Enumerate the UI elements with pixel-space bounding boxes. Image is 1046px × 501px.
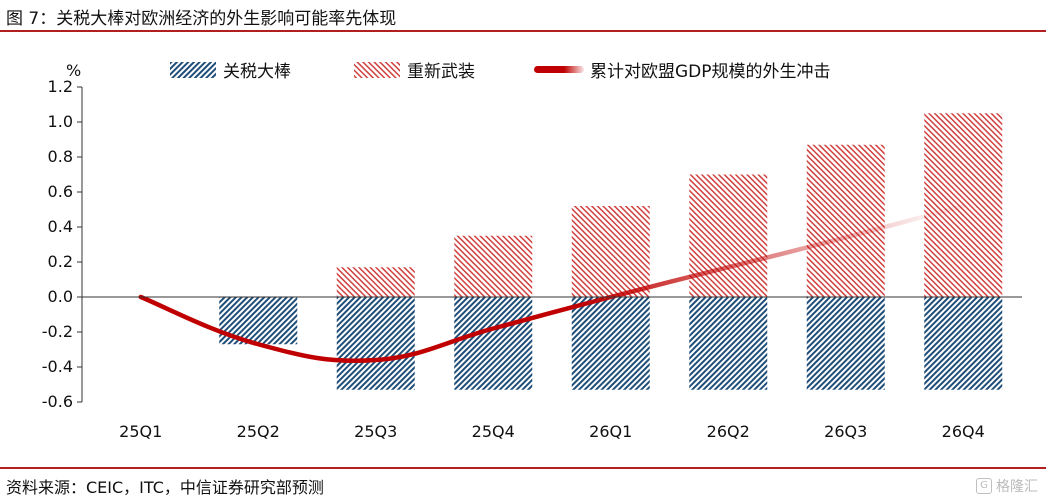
bar-rearm-25Q4	[454, 235, 533, 297]
footer-rule	[0, 467, 1046, 469]
bar-tariff-25Q4	[454, 297, 533, 390]
bar-tariff-25Q3	[336, 297, 415, 390]
watermark-icon: G	[976, 478, 992, 494]
bar-tariff-26Q4	[924, 297, 1003, 390]
watermark: G 格隆汇	[976, 476, 1038, 496]
bars	[219, 113, 1003, 390]
bar-rearm-26Q1	[571, 206, 650, 297]
legend-swatch-line	[534, 66, 584, 73]
y-tick-label: -0.2	[42, 322, 73, 341]
y-tick-label: 1.0	[48, 112, 73, 131]
y-axis-unit: %	[66, 61, 81, 80]
chart-area: 关税大棒 重新武装 累计对欧盟GDP规模的外生冲击 % 1.2 1.0 0.8 0.6…	[42, 61, 1022, 441]
y-tick-label: 0.0	[48, 287, 73, 306]
y-tick-label: 0.4	[48, 217, 73, 236]
x-category-label: 26Q2	[707, 422, 750, 441]
watermark-text: 格隆汇	[996, 479, 1038, 495]
y-tick-label: 0.6	[48, 182, 73, 201]
line-cumulative-shock	[138, 203, 966, 364]
x-category-label: 26Q3	[824, 422, 867, 441]
x-category-label: 26Q1	[589, 422, 632, 441]
legend-label-rearm: 重新武装	[407, 62, 475, 82]
y-tick-label: 0.2	[48, 252, 73, 271]
source-note: 资料来源：CEIC，ITC，中信证券研究部预测	[6, 478, 324, 497]
x-category-label: 25Q2	[237, 422, 280, 441]
x-category-label: 25Q4	[472, 422, 515, 441]
line-series	[138, 203, 966, 364]
chart-title: 图 7：关税大棒对欧洲经济的外生影响可能率先体现	[6, 9, 397, 29]
legend-swatch-tariff	[170, 62, 216, 78]
bar-tariff-26Q2	[689, 297, 768, 390]
y-tick-label: 1.2	[48, 77, 73, 96]
x-category-label: 26Q4	[942, 422, 985, 441]
title-rule	[0, 30, 1046, 32]
legend-label-tariff: 关税大棒	[223, 62, 291, 82]
x-category-label: 25Q1	[119, 422, 162, 441]
y-tick-label: -0.4	[42, 357, 73, 376]
legend: 关税大棒 重新武装 累计对欧盟GDP规模的外生冲击	[170, 62, 831, 82]
bar-tariff-26Q3	[806, 297, 885, 390]
legend-swatch-rearm	[354, 62, 400, 78]
bar-rearm-25Q3	[336, 267, 415, 297]
x-category-label: 25Q3	[354, 422, 397, 441]
bar-rearm-26Q2	[689, 174, 768, 297]
y-tick-label: -0.6	[42, 392, 73, 411]
category-labels: 25Q1 25Q2 25Q3 25Q4 26Q1 26Q2 26Q3 26Q4	[119, 422, 985, 441]
legend-label-line: 累计对欧盟GDP规模的外生冲击	[590, 62, 831, 82]
y-axis: 1.2 1.0 0.8 0.6 0.4 0.2 0.0 -0.2 -0.4 -0.6	[42, 77, 83, 411]
bar-tariff-26Q1	[571, 297, 650, 390]
y-tick-label: 0.8	[48, 147, 73, 166]
bar-rearm-26Q3	[806, 144, 885, 297]
